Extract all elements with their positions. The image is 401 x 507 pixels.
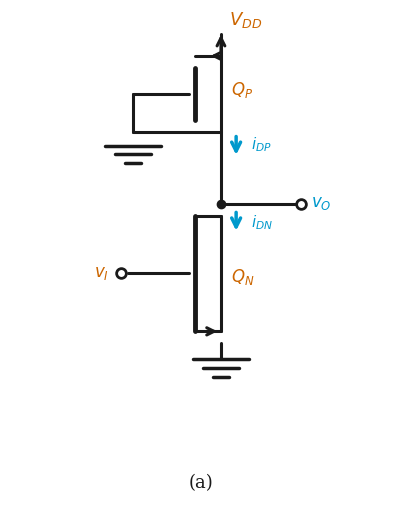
Text: $Q_N$: $Q_N$: [230, 268, 254, 287]
Text: $Q_P$: $Q_P$: [230, 80, 252, 100]
Text: (a): (a): [188, 474, 213, 492]
Text: $V_{DD}$: $V_{DD}$: [229, 10, 261, 30]
Text: $v_O$: $v_O$: [310, 195, 330, 212]
Text: $i_{DN}$: $i_{DN}$: [250, 213, 272, 232]
Text: $i_{DP}$: $i_{DP}$: [250, 135, 271, 154]
Text: $v_I$: $v_I$: [94, 265, 109, 282]
